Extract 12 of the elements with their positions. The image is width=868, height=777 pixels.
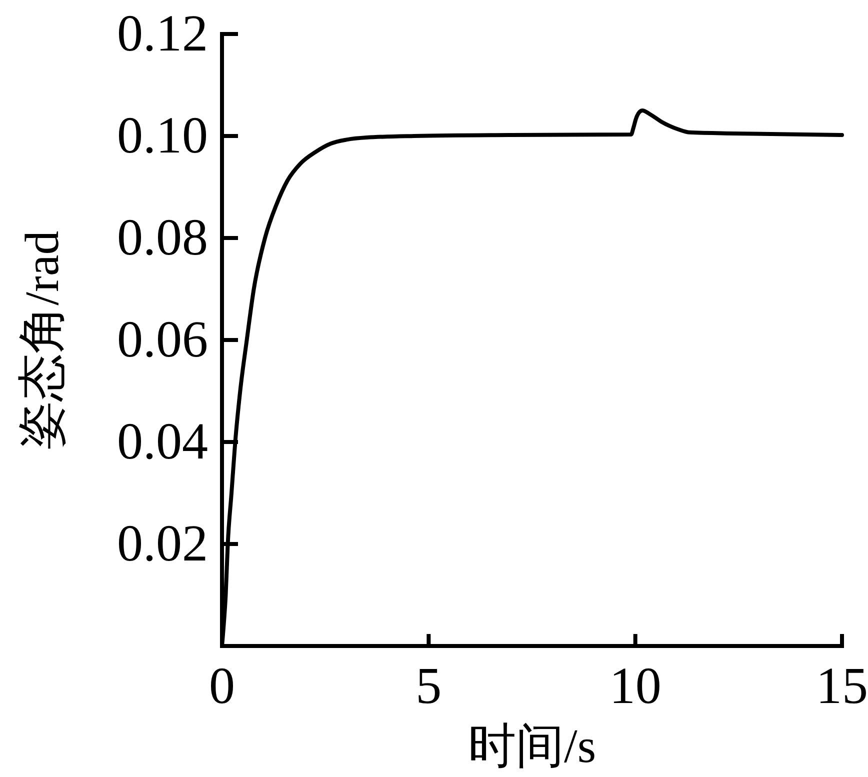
y-tick-label: 0.08: [117, 210, 208, 266]
y-tick-label: 0.12: [117, 6, 208, 62]
y-tick-label: 0.10: [117, 108, 208, 164]
y-tick-label: 0.02: [117, 516, 208, 572]
x-tick-label: 15: [816, 658, 868, 715]
y-tick-label: 0.06: [117, 312, 208, 368]
x-axis-title: 时间/s: [468, 720, 596, 773]
y-tick-label: 0.04: [117, 414, 208, 470]
x-tick-label: 5: [416, 658, 442, 715]
x-tick-label: 10: [609, 658, 662, 715]
x-tick-label: 0: [209, 658, 235, 715]
y-axis-title: 姿态角/rad: [16, 230, 69, 450]
